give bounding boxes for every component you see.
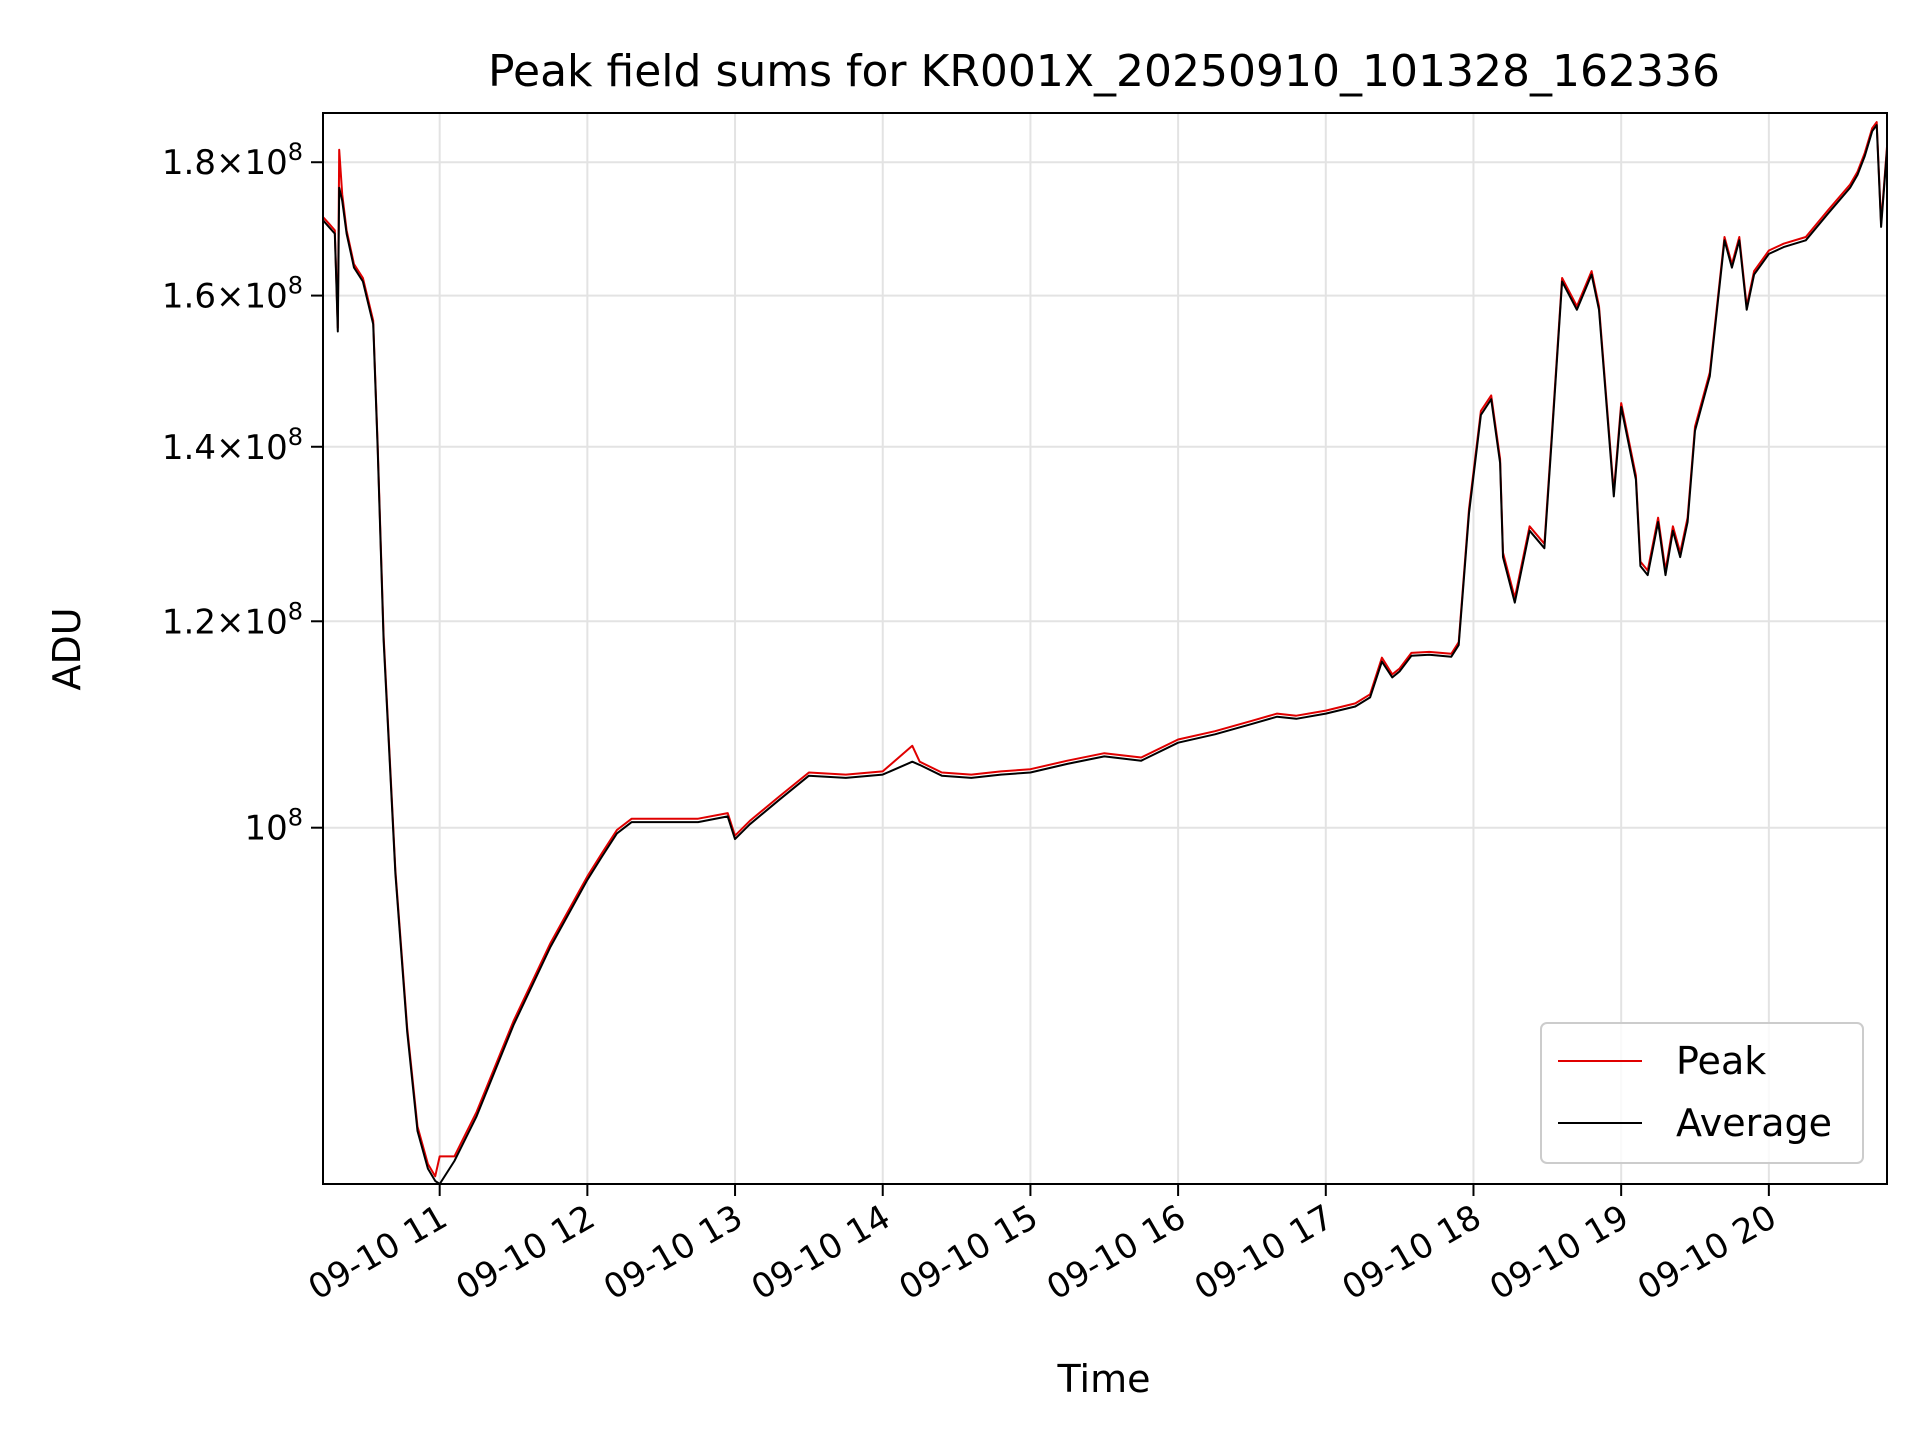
series-layer [323, 121, 1887, 1184]
y-tick-label: 1.6×108 [162, 272, 303, 317]
legend-label-average: Average [1676, 1101, 1832, 1145]
grid [323, 113, 1887, 1184]
y-axis: 108 1.2×108 1.4×108 1.6×108 1.8×108 [162, 138, 323, 849]
x-axis-label: Time [1057, 1357, 1151, 1401]
legend: Peak Average [1540, 1022, 1864, 1164]
plot-frame [322, 112, 1888, 1185]
y-tick-label: 108 [244, 804, 303, 849]
legend-box [1540, 1022, 1864, 1164]
series-line-average [323, 124, 1887, 1184]
y-tick-label: 1.2×108 [162, 597, 303, 642]
y-axis-label: ADU [45, 607, 89, 690]
chart-title: Peak field sums for KR001X_20250910_1013… [488, 46, 1720, 97]
y-tick-label: 1.8×108 [162, 138, 303, 183]
series-line-peak [323, 121, 1887, 1178]
y-tick-label: 1.4×108 [162, 423, 303, 468]
legend-label-peak: Peak [1676, 1039, 1766, 1083]
